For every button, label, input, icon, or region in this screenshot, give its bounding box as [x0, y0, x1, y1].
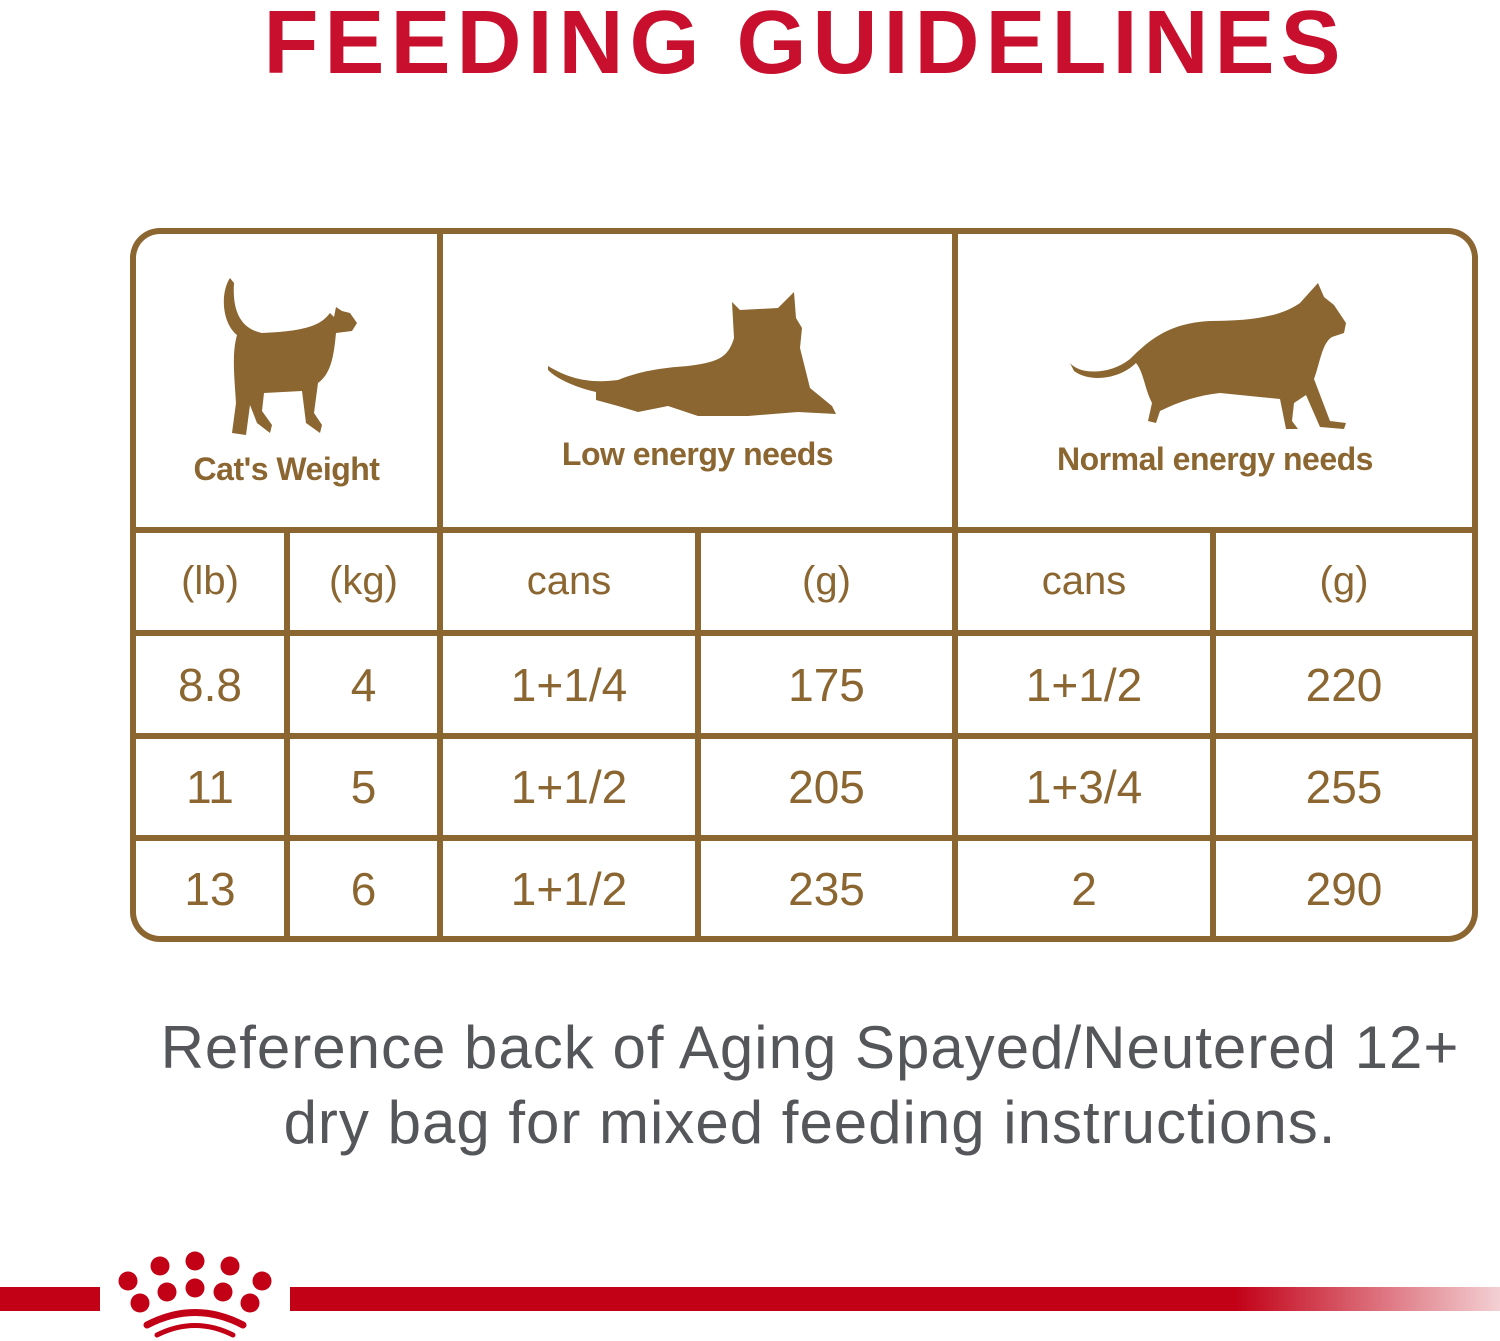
table-cell: 1+1/4	[443, 636, 695, 733]
royal-canin-crown-icon	[118, 1251, 272, 1338]
header-label: Low energy needs	[561, 436, 834, 472]
table-cell: 1+1/2	[958, 636, 1210, 733]
subheader-low-cans: cans	[443, 533, 695, 630]
brand-bar-left	[0, 1287, 100, 1311]
note-line-2: dry bag for mixed feeding instructions.	[283, 1089, 1337, 1156]
feeding-table: Cat's Weight Low energy needs Normal ene…	[130, 228, 1478, 942]
header-label: Normal energy needs	[1057, 441, 1373, 477]
table-cell: 255	[1216, 739, 1472, 835]
table-cell: 13	[136, 841, 284, 936]
subheader-normal-cans: cans	[958, 533, 1210, 630]
table-cell: 1+1/2	[443, 739, 695, 835]
lying-cat-icon	[547, 292, 836, 416]
table-cell: 5	[290, 739, 437, 835]
table-cell: 6	[290, 841, 437, 936]
header-normal-energy: Normal energy needs	[958, 234, 1472, 527]
header-cats-weight: Cat's Weight	[136, 234, 437, 527]
table-cell: 175	[701, 636, 952, 733]
subheader-lb: (lb)	[136, 533, 284, 630]
table-cell: 235	[701, 841, 952, 936]
table-cell: 1+3/4	[958, 739, 1210, 835]
subheader-normal-grams: (g)	[1216, 533, 1472, 630]
walking-cat-icon	[1070, 283, 1346, 429]
mixed-feeding-note: Reference back of Aging Spayed/Neutered …	[100, 1010, 1500, 1160]
subheader-kg: (kg)	[290, 533, 437, 630]
table-cell: 290	[1216, 841, 1472, 936]
brand-bar-right	[290, 1287, 1500, 1311]
header-low-energy: Low energy needs	[443, 234, 952, 527]
table-cell: 205	[701, 739, 952, 835]
table-cell: 11	[136, 739, 284, 835]
page-title: FEEDING GUIDELINES	[263, 0, 1347, 93]
header-label: Cat's Weight	[193, 451, 380, 487]
note-line-1: Reference back of Aging Spayed/Neutered …	[160, 1014, 1460, 1081]
table-cell: 220	[1216, 636, 1472, 733]
standing-cat-icon	[223, 278, 357, 435]
table-cell: 2	[958, 841, 1210, 936]
table-cell: 1+1/2	[443, 841, 695, 936]
table-cell: 8.8	[136, 636, 284, 733]
subheader-low-grams: (g)	[701, 533, 952, 630]
table-cell: 4	[290, 636, 437, 733]
